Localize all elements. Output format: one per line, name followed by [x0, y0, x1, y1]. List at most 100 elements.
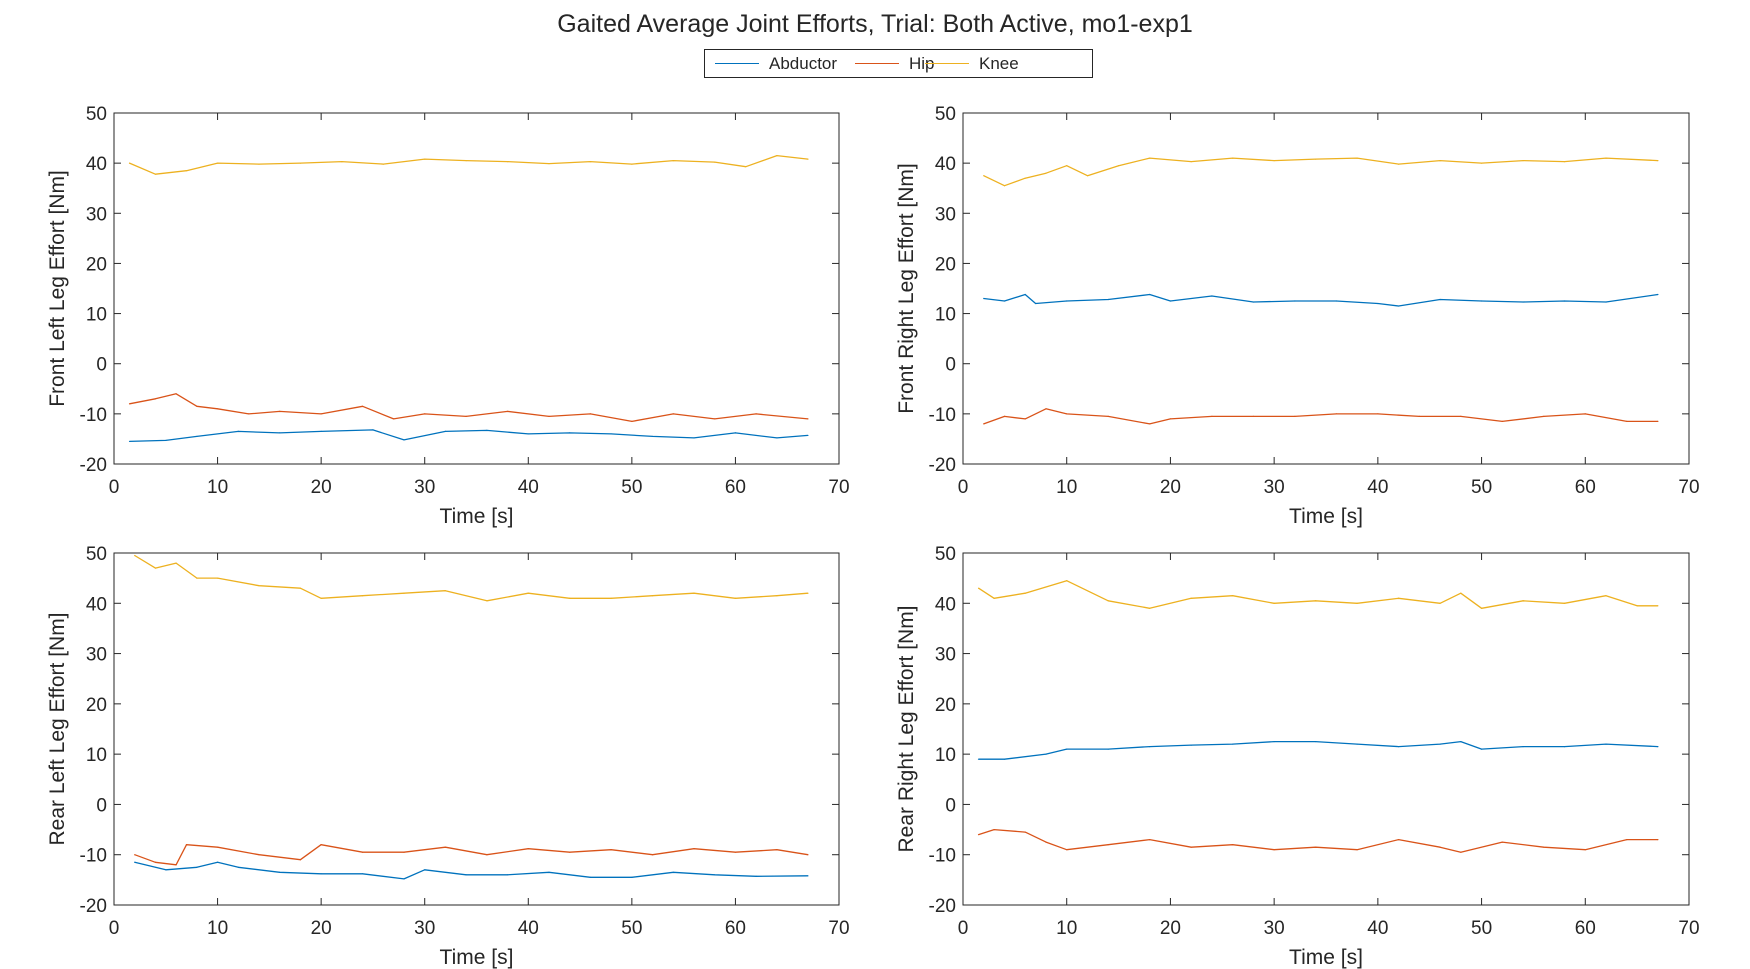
x-tick-label: 30 — [414, 918, 435, 939]
data-point-abductor — [1398, 746, 1400, 748]
data-point-knee — [1605, 595, 1607, 597]
data-point-knee — [258, 163, 260, 165]
data-point-knee — [527, 592, 529, 594]
data-point-hip — [569, 851, 571, 853]
x-tick-label: 0 — [109, 918, 120, 939]
data-point-abductor — [465, 874, 467, 876]
data-point-hip — [248, 413, 250, 415]
data-point-hip — [216, 408, 219, 410]
x-axis-label: Time [s] — [1289, 505, 1363, 528]
data-point-abductor — [693, 437, 695, 439]
data-point-abductor — [1003, 758, 1006, 760]
data-point-hip — [672, 413, 674, 415]
series-line-abductor — [129, 429, 808, 443]
data-point-knee — [465, 160, 467, 162]
data-point-abductor — [134, 861, 136, 863]
data-point-knee — [154, 173, 157, 175]
data-point-abductor — [807, 434, 809, 437]
data-point-knee — [1657, 605, 1659, 607]
y-tick-label: -10 — [929, 405, 956, 426]
data-point-hip — [216, 846, 219, 848]
x-tick-label: 50 — [1471, 918, 1492, 939]
data-point-abductor — [165, 869, 167, 871]
data-point-knee — [1232, 595, 1234, 597]
data-point-knee — [154, 567, 157, 569]
data-point-hip — [1626, 420, 1628, 422]
legend: Abductor Hip Knee — [704, 49, 1093, 78]
x-tick-label: 0 — [958, 477, 969, 498]
x-tick-label: 40 — [518, 918, 539, 939]
data-point-abductor — [714, 874, 716, 876]
data-point-abductor — [506, 874, 509, 876]
data-point-hip — [1107, 844, 1109, 846]
data-point-hip — [1356, 849, 1358, 851]
y-tick-label: -20 — [80, 455, 107, 476]
legend-label-hip: Hip — [909, 54, 935, 73]
data-point-knee — [1563, 161, 1566, 163]
data-point-knee — [1190, 161, 1192, 163]
data-point-hip — [1657, 420, 1659, 422]
y-tick-label: 0 — [96, 355, 107, 376]
data-point-abductor — [1294, 300, 1296, 302]
legend-swatch-hip — [855, 63, 899, 64]
data-point-knee — [1522, 160, 1524, 162]
data-point-abductor — [1460, 740, 1462, 743]
data-point-hip — [755, 413, 757, 415]
y-tick-label: 40 — [935, 154, 956, 175]
data-point-knee — [977, 587, 980, 589]
data-point-hip — [1418, 415, 1420, 417]
data-point-abductor — [320, 873, 322, 875]
data-point-knee — [1107, 600, 1109, 602]
y-tick-label: 20 — [935, 695, 956, 716]
data-point-abductor — [237, 866, 239, 868]
data-point-hip — [1501, 841, 1503, 843]
x-tick-label: 70 — [828, 477, 849, 498]
data-point-hip — [1398, 839, 1400, 841]
data-point-hip — [1169, 418, 1172, 420]
data-point-hip — [320, 413, 322, 415]
data-point-hip — [1315, 846, 1317, 848]
x-tick-label: 60 — [1575, 477, 1596, 498]
data-point-abductor — [165, 439, 167, 442]
data-point-hip — [1107, 415, 1109, 417]
legend-swatch-abductor — [715, 63, 759, 64]
series-line-hip — [978, 828, 1658, 853]
x-tick-label: 0 — [958, 918, 969, 939]
data-point-hip — [1273, 849, 1275, 851]
x-tick-label: 50 — [1471, 477, 1492, 498]
data-point-hip — [154, 861, 157, 863]
y-tick-label: -10 — [80, 846, 107, 867]
data-point-hip — [1439, 846, 1441, 848]
data-point-abductor — [776, 437, 778, 439]
data-point-hip — [1657, 839, 1659, 841]
data-point-abductor — [361, 873, 364, 875]
x-tick-label: 10 — [207, 477, 228, 498]
data-point-knee — [185, 170, 188, 172]
data-point-abductor — [1252, 301, 1254, 303]
data-point-hip — [299, 859, 302, 861]
y-tick-label: 40 — [86, 594, 107, 615]
data-point-hip — [734, 851, 737, 853]
data-point-hip — [589, 413, 592, 415]
data-point-abductor — [755, 875, 757, 877]
y-axis-label: Rear Left Leg Effort [Nm] — [46, 612, 69, 845]
y-axis-label: Front Right Leg Effort [Nm] — [895, 163, 918, 414]
data-point-knee — [1480, 607, 1483, 609]
y-tick-label: 10 — [935, 305, 956, 326]
data-point-abductor — [1066, 300, 1068, 302]
data-point-hip — [128, 403, 131, 405]
axes-box — [962, 552, 1690, 906]
data-point-knee — [341, 161, 343, 163]
data-point-hip — [1626, 839, 1628, 841]
data-point-knee — [128, 162, 131, 164]
data-point-hip — [196, 405, 198, 407]
data-point-hip — [1232, 844, 1234, 846]
data-point-knee — [745, 166, 747, 168]
data-point-abductor — [1605, 301, 1607, 303]
data-point-abductor — [1149, 746, 1151, 748]
x-tick-label: 50 — [621, 477, 642, 498]
data-point-abductor — [610, 433, 612, 435]
y-axis-label: Front Left Leg Effort [Nm] — [46, 170, 69, 407]
data-point-abductor — [128, 440, 131, 443]
series-line-knee — [983, 157, 1658, 187]
